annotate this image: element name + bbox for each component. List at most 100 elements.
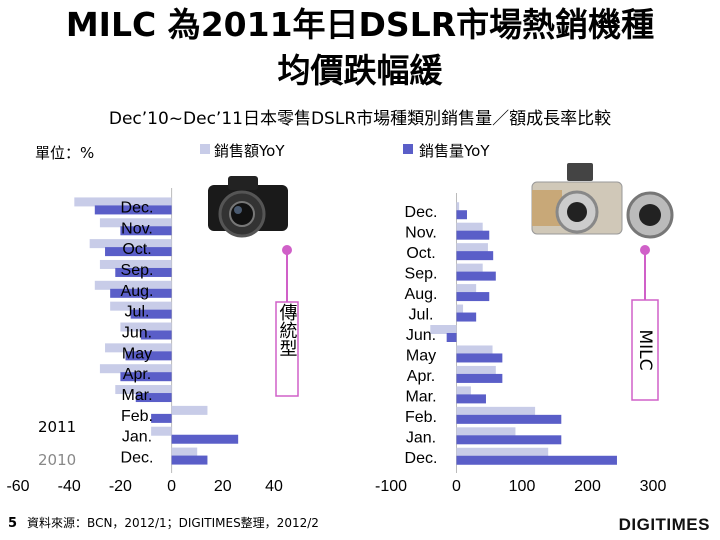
category-label: Nov. xyxy=(121,220,153,237)
category-label: Jun. xyxy=(122,325,152,342)
bar-amount-11 xyxy=(151,426,172,436)
x-tick-label: -40 xyxy=(58,478,81,495)
bar-amount-3 xyxy=(456,263,483,273)
page-number: 5 xyxy=(8,516,18,531)
bar-volume-2 xyxy=(456,251,494,261)
bar-volume-3 xyxy=(456,271,496,281)
category-label: Aug. xyxy=(121,283,154,300)
x-tick-label: 100 xyxy=(509,478,536,495)
milc-camera-icon xyxy=(531,163,674,239)
right-callout: MILC xyxy=(631,245,659,401)
category-label: Oct. xyxy=(122,241,151,258)
page-title: MILC 為2011年日DSLR市場熱銷機種 均價跌幅緩 xyxy=(0,2,720,94)
category-label: Feb. xyxy=(121,408,153,425)
category-label: May xyxy=(406,347,436,364)
right-legend: 銷售量YoY xyxy=(403,142,490,160)
bar-amount-8 xyxy=(99,364,172,374)
legend-right-label: 銷售量YoY xyxy=(419,142,490,160)
category-label: Jan. xyxy=(406,429,436,446)
bar-volume-10 xyxy=(151,413,172,423)
bar-amount-0 xyxy=(456,202,460,212)
bar-volume-1 xyxy=(456,230,490,240)
category-label: Jan. xyxy=(122,429,152,446)
category-label: Jun. xyxy=(406,327,436,344)
category-label: Jul. xyxy=(409,307,434,324)
category-label: Dec. xyxy=(121,450,154,467)
footer: 5 資料來源：BCN，2012/1；DIGITIMES整理，2012/2 xyxy=(8,514,319,531)
bar-volume-4 xyxy=(110,288,172,298)
bar-amount-7 xyxy=(456,345,493,355)
x-tick-label: 40 xyxy=(265,478,283,495)
title-line-1: MILC 為2011年日DSLR市場熱銷機種 xyxy=(65,5,655,44)
category-label: Oct. xyxy=(406,245,435,262)
chart-traditional: Dec. Nov. Oct. Sep. Aug. Jul. Jun. May Apr. Mar. F… xyxy=(6,188,283,495)
dslr-camera-icon xyxy=(208,176,288,238)
category-label: Nov. xyxy=(405,225,437,242)
digitimes-logo: DIGITIMES xyxy=(618,515,710,534)
bar-amount-12 xyxy=(171,447,198,457)
bar-volume-11 xyxy=(171,434,239,444)
bar-amount-1 xyxy=(99,218,172,228)
bar-volume-8 xyxy=(120,372,172,382)
category-label: Feb. xyxy=(405,409,437,426)
bar-amount-4 xyxy=(456,284,477,294)
bar-amount-11 xyxy=(456,427,516,437)
year-label-2011: 2011 xyxy=(38,418,76,436)
x-tick-label: -20 xyxy=(109,478,132,495)
x-tick-label: -100 xyxy=(375,478,407,495)
bar-amount-2 xyxy=(456,243,488,253)
bar-volume-2 xyxy=(105,247,172,257)
bar-volume-0 xyxy=(94,205,172,215)
bar-volume-10 xyxy=(456,414,562,424)
callout-traditional: 傳統型 xyxy=(277,303,298,357)
category-label: Apr. xyxy=(123,366,151,383)
category-label: Dec. xyxy=(405,450,438,467)
source-note: 資料來源：BCN，2012/1；DIGITIMES整理，2012/2 xyxy=(27,516,319,530)
bar-amount-5 xyxy=(456,304,464,314)
bar-volume-5 xyxy=(456,312,477,322)
bar-volume-9 xyxy=(135,393,172,403)
bar-volume-3 xyxy=(115,267,172,277)
bar-volume-1 xyxy=(120,226,172,236)
bar-amount-0 xyxy=(74,197,172,207)
x-tick-label: 200 xyxy=(574,478,601,495)
category-label: Dec. xyxy=(405,204,438,221)
category-label: May xyxy=(122,345,152,362)
chart-milc: Dec. Nov. Oct. Sep. Aug. Jul. Jun. May Apr. Mar. F… xyxy=(375,193,666,495)
callout-milc: MILC xyxy=(635,329,655,370)
bar-volume-7 xyxy=(125,351,172,361)
category-label: Apr. xyxy=(407,368,435,385)
bar-amount-9 xyxy=(456,386,471,396)
bar-volume-9 xyxy=(456,394,486,404)
bar-amount-6 xyxy=(120,322,172,332)
x-tick-label: 20 xyxy=(214,478,232,495)
bar-volume-6 xyxy=(140,330,172,340)
x-tick-label: 0 xyxy=(452,478,461,495)
bar-volume-7 xyxy=(456,353,503,363)
category-label: Aug. xyxy=(405,286,438,303)
year-label-2010: 2010 xyxy=(38,451,76,469)
bar-volume-4 xyxy=(456,292,490,302)
bar-volume-12 xyxy=(171,455,208,465)
left-callout: 傳統型 xyxy=(275,245,299,397)
bar-amount-1 xyxy=(456,222,483,232)
category-label: Sep. xyxy=(405,266,438,283)
bar-amount-6 xyxy=(430,325,457,334)
chart-subtitle: Dec’10~Dec’11日本零售DSLR市場種類別銷售量／額成長率比較 xyxy=(108,109,612,129)
x-tick-label: 0 xyxy=(167,478,176,495)
bar-amount-7 xyxy=(105,343,172,353)
bar-amount-9 xyxy=(115,385,172,395)
bar-amount-5 xyxy=(110,301,172,311)
bar-volume-12 xyxy=(456,455,617,465)
bar-amount-3 xyxy=(99,259,172,269)
unit-label: 單位：% xyxy=(35,144,94,162)
left-legend: 銷售額YoY xyxy=(200,142,285,160)
x-tick-label: 300 xyxy=(640,478,667,495)
bar-volume-11 xyxy=(456,435,562,445)
title-line-2: 均價跌幅緩 xyxy=(277,51,443,90)
category-label: Mar. xyxy=(121,387,152,404)
legend-left-label: 銷售額YoY xyxy=(214,142,285,160)
category-label: Dec. xyxy=(121,199,154,216)
bar-amount-10 xyxy=(456,406,536,416)
